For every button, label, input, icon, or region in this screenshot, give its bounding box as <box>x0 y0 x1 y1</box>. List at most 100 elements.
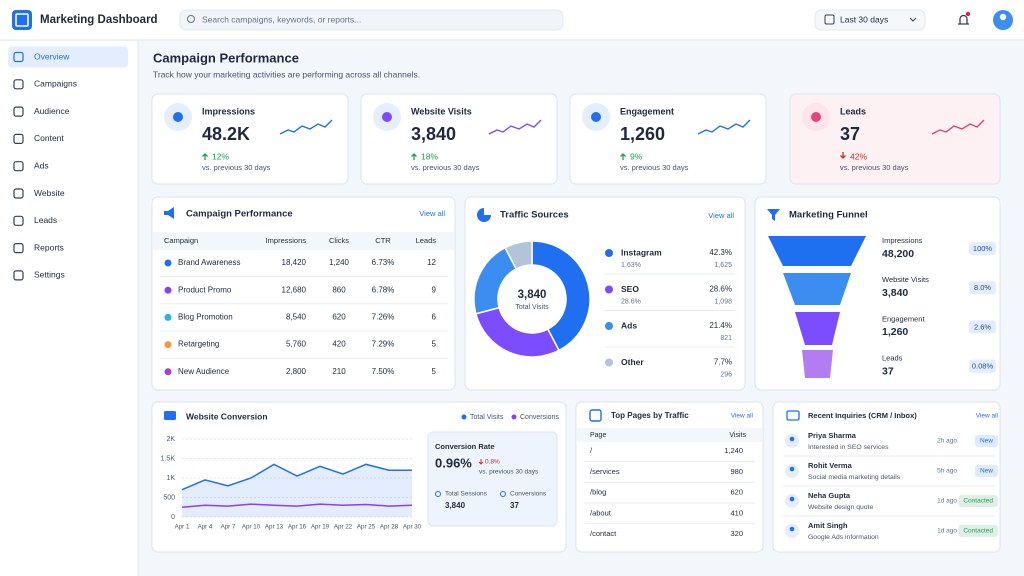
table-cell: 620 <box>730 488 743 497</box>
contact-name: Priya Sharma <box>808 431 857 440</box>
kpi-icon-mark <box>591 112 601 122</box>
kpi-value: 48.2K <box>202 124 250 144</box>
table-cell: Product Promo <box>178 285 232 294</box>
stage-value: 1,260 <box>882 326 908 338</box>
stat-label: Conversions <box>510 491 547 498</box>
nav-item[interactable]: Website <box>34 188 65 198</box>
source-name: SEO <box>621 284 639 294</box>
sparkline <box>488 119 542 135</box>
summary-title: Conversion Rate <box>435 442 495 451</box>
source-visits: 1,625 <box>714 262 732 269</box>
column-header: Campaign <box>164 236 198 245</box>
donut-total: 3,840 <box>518 289 547 301</box>
view-all[interactable]: View all <box>708 211 734 220</box>
nav-item[interactable]: Overview <box>34 51 70 61</box>
contact-time: 1d ago <box>937 528 957 535</box>
funnel-stage <box>802 350 833 378</box>
search-box[interactable] <box>179 9 564 31</box>
kpi-value: 3,840 <box>411 124 456 144</box>
bell-icon[interactable] <box>958 14 969 25</box>
trend-arrow <box>411 153 417 160</box>
nav-icon <box>13 270 24 281</box>
x-tick-label: Apr 19 <box>311 524 330 531</box>
summary-change: 0.8% <box>485 459 500 466</box>
series-line <box>181 503 413 508</box>
kpi-label: Website Visits <box>411 106 472 116</box>
card-title: Recent Inquiries (CRM / Inbox) <box>808 411 917 420</box>
kpi-note: vs. previous 30 days <box>620 163 689 172</box>
contact-detail: Website design quote <box>808 504 873 511</box>
stat-value: 3,840 <box>445 501 466 510</box>
column-header: Clicks <box>329 236 349 245</box>
kpi-note: vs. previous 30 days <box>411 163 480 172</box>
nav-item[interactable]: Settings <box>34 270 65 280</box>
source-visits: 821 <box>720 335 732 342</box>
kpi-label: Impressions <box>202 106 255 116</box>
status-pill <box>974 435 998 447</box>
contact-name: Amit Singh <box>808 521 848 530</box>
contact-time: 2h ago <box>937 438 957 445</box>
nav-item[interactable]: Ads <box>34 160 49 170</box>
kpi-label: Engagement <box>620 106 674 116</box>
chevron <box>909 17 917 22</box>
nav-item[interactable]: Leads <box>34 215 57 225</box>
x-tick-label: Apr 4 <box>198 524 213 531</box>
table-cell: 860 <box>332 285 346 294</box>
nav-item[interactable]: Campaigns <box>34 79 77 89</box>
legend-dot <box>605 249 613 257</box>
calendar-icon <box>824 14 835 25</box>
view-all[interactable]: View all <box>976 413 999 420</box>
nav-icon <box>13 133 24 144</box>
trend-arrow <box>620 153 626 160</box>
y-tick-label: 1K <box>166 475 175 482</box>
table-cell: 12 <box>427 258 436 267</box>
legend-dot <box>511 414 517 420</box>
status-pill <box>958 525 998 537</box>
table-cell: 620 <box>332 313 346 322</box>
table-cell: 6 <box>432 313 437 322</box>
sparkline <box>697 119 751 135</box>
nav-item[interactable]: Content <box>34 133 64 143</box>
pct-pill <box>969 281 996 295</box>
contact-avatar-head <box>789 436 795 442</box>
view-all[interactable]: View all <box>419 209 445 218</box>
stage-value: 3,840 <box>882 287 908 299</box>
trend-arrow <box>478 459 484 465</box>
trend-arrow <box>840 152 846 159</box>
x-tick-label: Apr 25 <box>357 524 376 531</box>
legend-dot <box>605 358 613 367</box>
nav-icon <box>13 161 24 172</box>
funnel-icon <box>767 209 780 221</box>
card-title: Marketing Funnel <box>789 210 868 221</box>
nav-item[interactable]: Audience <box>34 106 70 116</box>
funnel-stage <box>783 273 851 305</box>
table-cell: Blog Promotion <box>178 313 233 322</box>
kpi-note: vs. previous 30 days <box>202 163 271 172</box>
table-cell: 2,800 <box>286 367 307 376</box>
x-tick-label: Apr 22 <box>334 524 353 531</box>
column-header: Page <box>590 432 606 439</box>
app-title: Marketing Dashboard <box>40 14 158 26</box>
table-header <box>153 232 454 250</box>
date-range: Last 30 days <box>840 14 888 24</box>
table-cell: Brand Awareness <box>178 258 241 267</box>
view-all[interactable]: View all <box>731 413 754 420</box>
nav-item[interactable]: Reports <box>34 242 64 252</box>
status-label: Contacted <box>963 498 993 505</box>
stat-icon <box>500 491 506 497</box>
column-header: Impressions <box>266 236 307 245</box>
contact-time: 1d ago <box>937 498 957 505</box>
stage-value: 48,200 <box>882 248 914 260</box>
date-picker[interactable] <box>814 9 926 31</box>
table-cell: /services <box>590 467 620 476</box>
source-name: Ads <box>621 320 637 330</box>
source-share: 7.7% <box>714 358 732 367</box>
source-detail: 1.63% <box>621 262 641 269</box>
kpi-change: 42% <box>850 151 867 161</box>
source-visits: 296 <box>720 371 732 378</box>
kpi-value: 1,260 <box>620 124 665 144</box>
donut-slice <box>531 240 591 352</box>
table-cell: 8,540 <box>286 313 307 322</box>
nav-active <box>8 46 128 68</box>
